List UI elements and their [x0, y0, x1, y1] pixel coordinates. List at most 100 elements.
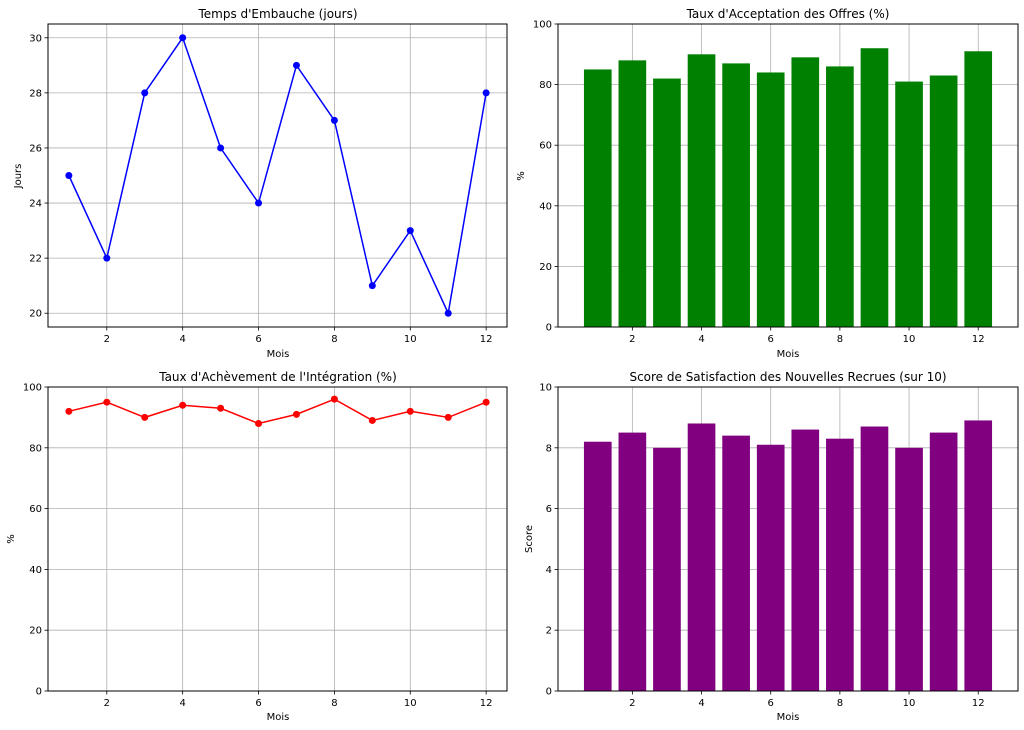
y-tick-label: 0: [36, 687, 42, 698]
y-axis-label: %: [516, 171, 527, 181]
y-tick-label: 80: [539, 80, 552, 91]
y-tick-label: 100: [533, 20, 552, 31]
x-axis-label: Mois: [777, 349, 800, 360]
y-tick-label: 0: [546, 687, 552, 698]
axes: 2 4 6 8 10 12 0 2 4 6 8 10: [539, 383, 1019, 709]
data-point: [65, 172, 73, 179]
x-tick-label: 12: [480, 698, 493, 709]
bar: [826, 66, 854, 328]
x-tick-label: 6: [255, 334, 261, 345]
y-axis-label: Score: [524, 525, 535, 553]
x-tick-label: 2: [104, 334, 110, 345]
bar: [756, 72, 785, 327]
y-tick-label: 80: [29, 443, 42, 454]
x-tick-label: 6: [768, 334, 774, 345]
bar: [722, 435, 750, 691]
bar: [722, 63, 750, 327]
bar: [860, 48, 889, 328]
y-tick-label: 60: [539, 141, 552, 152]
y-tick-label: 2: [546, 626, 552, 637]
grid-lines: [48, 24, 507, 327]
data-point: [141, 413, 149, 421]
y-tick-label: 28: [29, 88, 42, 99]
data-point: [179, 401, 187, 409]
x-tick-label: 4: [179, 334, 185, 345]
y-tick-label: 40: [539, 201, 552, 212]
chart-title: Temps d'Embauche (jours): [197, 7, 357, 21]
y-axis-label: Jours: [13, 164, 24, 190]
bar: [618, 60, 647, 328]
series-line: [68, 398, 487, 425]
data-point: [217, 404, 225, 412]
data-point: [292, 61, 300, 69]
y-tick-label: 26: [29, 143, 42, 154]
data-point: [217, 144, 225, 152]
data-point: [482, 89, 490, 97]
data-series: [583, 48, 993, 328]
x-tick-label: 2: [629, 698, 635, 709]
x-tick-label: 10: [404, 334, 417, 345]
x-tick-label: 2: [104, 698, 110, 709]
chart-title: Taux d'Acceptation des Offres (%): [686, 7, 890, 21]
axes: 2 4 6 8 10 12 0 20 40 60 80 100: [533, 20, 1019, 345]
axes-frame: [47, 386, 508, 692]
data-series: [583, 420, 993, 691]
data-point: [255, 199, 263, 207]
data-point: [65, 407, 73, 415]
data-point: [482, 398, 490, 406]
chart-title: Score de Satisfaction des Nouvelles Recr…: [629, 370, 946, 384]
bar: [964, 420, 993, 691]
chart-panel-onboarding-completion: Taux d'Achèvement de l'Intégration (%) M…: [6, 370, 508, 723]
data-point: [330, 116, 338, 124]
bar: [895, 81, 923, 327]
bar: [929, 75, 958, 327]
bar: [826, 438, 854, 691]
y-tick-label: 24: [29, 199, 42, 210]
y-tick-label: 22: [29, 254, 42, 265]
chart-title: Taux d'Achèvement de l'Intégration (%): [158, 370, 397, 384]
data-point: [103, 254, 111, 262]
bar: [860, 426, 889, 691]
axes: 2 4 6 8 10 12 0 20 40 60 80 100: [23, 383, 508, 709]
y-tick-label: 10: [539, 383, 552, 394]
y-tick-label: 4: [546, 565, 552, 576]
y-tick-label: 20: [29, 626, 42, 637]
bar: [653, 447, 681, 691]
data-point: [255, 419, 263, 427]
x-tick-label: 4: [179, 698, 185, 709]
x-tick-label: 4: [698, 698, 704, 709]
bar: [929, 432, 958, 691]
x-tick-label: 10: [903, 698, 916, 709]
x-tick-label: 8: [331, 334, 337, 345]
y-tick-label: 8: [546, 443, 552, 454]
y-tick-label: 100: [23, 383, 42, 394]
y-tick-label: 6: [546, 504, 552, 515]
x-tick-label: 12: [972, 334, 985, 345]
x-axis-label: Mois: [267, 349, 290, 360]
data-point: [444, 309, 452, 317]
x-tick-label: 8: [331, 698, 337, 709]
x-tick-label: 6: [768, 698, 774, 709]
bar: [583, 69, 612, 327]
y-tick-label: 20: [539, 262, 552, 273]
grid-lines: [48, 386, 507, 692]
chart-panel-new-hire-satisfaction: Score de Satisfaction des Nouvelles Recr…: [524, 370, 1019, 723]
bar: [687, 423, 716, 691]
bar: [653, 78, 681, 327]
x-tick-label: 12: [972, 698, 985, 709]
axes-frame: [557, 23, 1019, 328]
x-tick-label: 10: [404, 698, 417, 709]
y-tick-label: 20: [29, 309, 42, 320]
x-axis-label: Mois: [267, 712, 290, 723]
data-series: [65, 34, 490, 317]
x-tick-label: 6: [255, 698, 261, 709]
bar: [583, 441, 612, 691]
x-tick-label: 12: [480, 334, 493, 345]
series-line: [68, 36, 487, 316]
bar: [964, 51, 993, 328]
x-tick-label: 10: [903, 334, 916, 345]
chart-panel-offer-acceptance: Taux d'Acceptation des Offres (%) Mois %…: [516, 7, 1019, 360]
axes-frame: [47, 23, 508, 328]
